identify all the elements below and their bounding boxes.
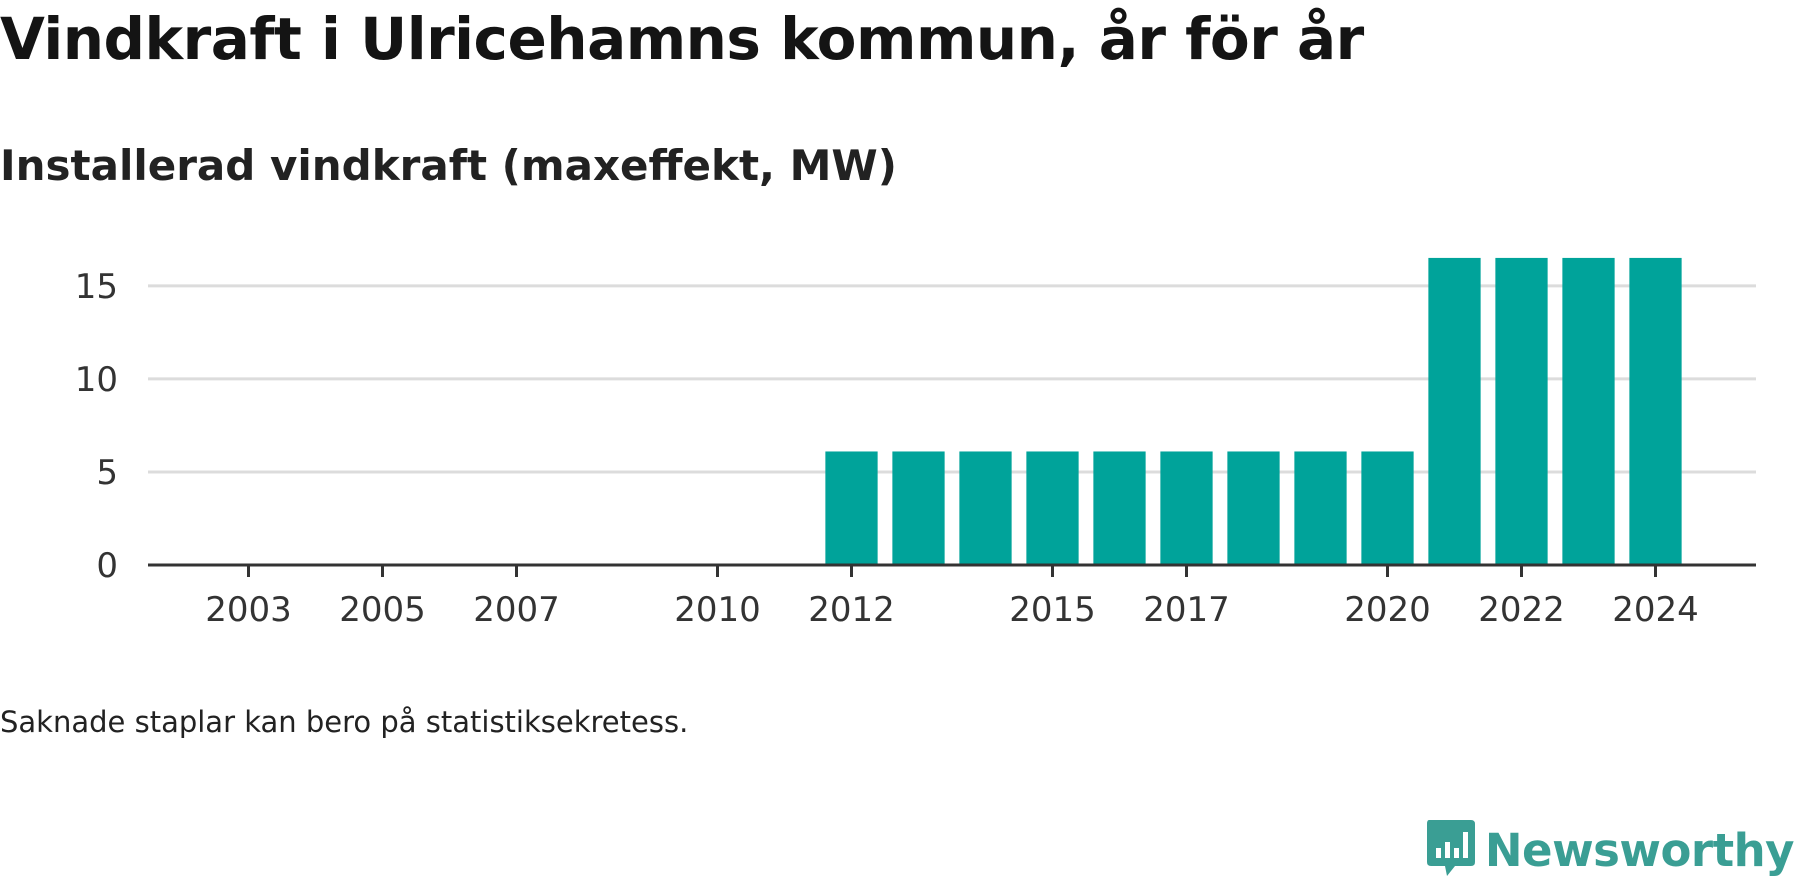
x-tick-label: 2024 [1612, 590, 1699, 630]
bar-2013 [892, 451, 945, 565]
bar-2018 [1227, 451, 1280, 565]
newsworthy-logo-icon [1425, 818, 1477, 884]
bar-2019 [1294, 451, 1347, 565]
bar-2016 [1093, 451, 1146, 565]
chart-subtitle: Installerad vindkraft (maxeffekt, MW) [0, 141, 897, 190]
brand: Newsworthy [1425, 818, 1795, 884]
brand-name: Newsworthy [1484, 824, 1795, 877]
bar-2023 [1562, 257, 1615, 565]
gridlines [148, 284, 1756, 474]
bar-2015 [1026, 451, 1079, 565]
x-tick-label: 2010 [674, 590, 761, 630]
y-tick-label: 15 [75, 267, 118, 307]
x-axis-ticks: 2003 2005 2007 2010 2012 2015 2017 2020 2022 2024 [205, 565, 1699, 630]
x-tick-label: 2012 [808, 590, 895, 630]
bar-2022 [1495, 257, 1548, 565]
x-tick-label: 2003 [205, 590, 292, 630]
y-axis-ticks: 0 5 10 15 [75, 267, 118, 586]
footnote: Saknade staplar kan bero på statistiksek… [0, 705, 689, 739]
y-tick-label: 10 [75, 360, 118, 400]
x-tick-label: 2020 [1344, 590, 1431, 630]
y-tick-label: 5 [96, 453, 118, 493]
x-tick-label: 2017 [1143, 590, 1230, 630]
bar-2012 [825, 451, 878, 565]
bar-2020 [1361, 451, 1414, 565]
bar-2014 [959, 451, 1012, 565]
x-tick-label: 2005 [339, 590, 426, 630]
x-tick-label: 2022 [1478, 590, 1565, 630]
chart-title: Vindkraft i Ulricehamns kommun, år för å… [0, 5, 1364, 73]
x-tick-label: 2015 [1009, 590, 1096, 630]
x-tick-label: 2007 [473, 590, 560, 630]
bar-2017 [1160, 451, 1213, 565]
bar-2021 [1428, 257, 1481, 565]
bar-2024 [1629, 257, 1682, 565]
y-tick-label: 0 [96, 546, 118, 586]
bars [825, 257, 1682, 565]
